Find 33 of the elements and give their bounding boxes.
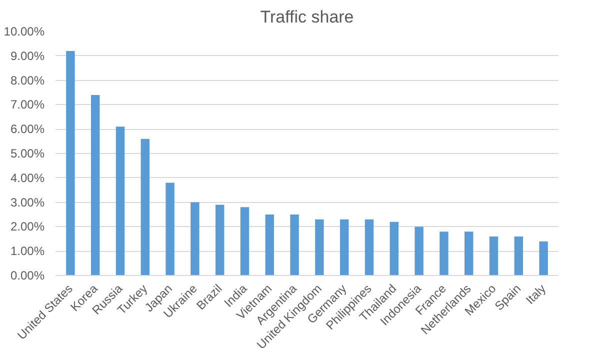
y-tick-label: 2.00% — [10, 220, 45, 234]
bar — [140, 138, 150, 276]
x-tick-label: Italy — [523, 282, 549, 308]
y-tick-label: 10.00% — [4, 24, 45, 38]
y-tick-label: 8.00% — [10, 73, 45, 88]
y-tick-label: 3.00% — [10, 195, 45, 210]
bar — [166, 182, 174, 276]
y-tick-label: 0.00% — [10, 268, 45, 282]
bar — [66, 51, 75, 276]
bar — [240, 207, 250, 276]
y-tick-label: 9.00% — [10, 48, 45, 63]
bar — [116, 126, 125, 276]
bar — [90, 94, 100, 276]
bar — [315, 219, 324, 276]
bar — [539, 241, 548, 276]
chart-title: Traffic share — [260, 8, 354, 26]
y-tick-label: 1.00% — [10, 244, 45, 258]
y-tick-label: 6.00% — [10, 122, 45, 136]
bar — [364, 219, 374, 276]
bar — [340, 219, 349, 276]
bar — [440, 232, 448, 276]
bar — [390, 222, 399, 276]
bar — [265, 214, 274, 276]
bar — [290, 214, 299, 276]
y-tick-label: 5.00% — [10, 146, 45, 160]
bar — [190, 202, 200, 276]
bar — [514, 236, 524, 276]
bar — [489, 236, 498, 276]
bar — [414, 226, 424, 276]
y-tick-label: 4.00% — [10, 170, 45, 185]
bar — [464, 232, 474, 276]
y-tick-label: 7.00% — [10, 98, 45, 112]
bar — [215, 204, 224, 276]
